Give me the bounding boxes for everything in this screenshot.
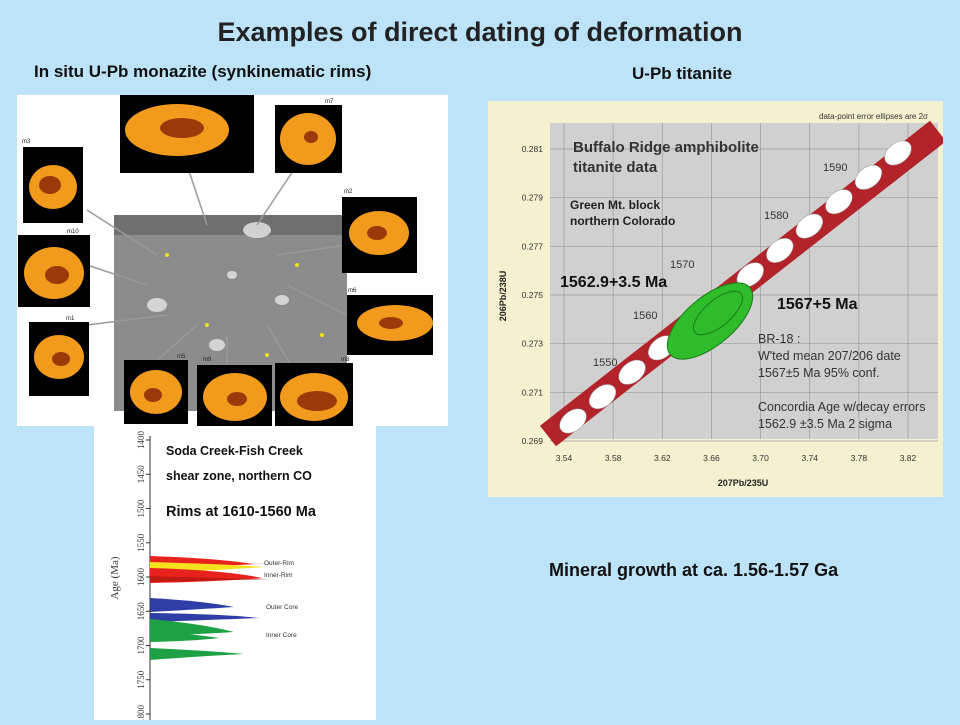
x-tick-label: 3.78 — [851, 453, 868, 463]
age-mark-label: 1560 — [633, 310, 657, 322]
inner-rim-label: Inner-Rim — [264, 572, 293, 579]
plot-title-line-2: titanite data — [573, 159, 658, 176]
age-marker-ellipse — [854, 164, 883, 190]
x-tick-label: 3.58 — [605, 453, 622, 463]
slide-title: Examples of direct dating of deformation — [217, 17, 743, 47]
y-tick-label: 0.273 — [522, 339, 544, 349]
rims-age-label: Rims at 1610-1560 Ma — [166, 504, 316, 520]
grain-label-m6: m6 — [348, 288, 357, 294]
age-marker-ellipse — [766, 238, 794, 263]
outer-core-peak — [150, 598, 234, 612]
br-line-2: W'ted mean 207/206 date — [758, 349, 901, 363]
y-tick-label: 0.279 — [522, 193, 544, 203]
inner-core-peak-1 — [150, 619, 234, 636]
block-label-line-2: northern Colorado — [570, 214, 675, 228]
outer-core-label: Outer Core — [266, 604, 299, 611]
concordia-line-2: 1562.9 ±3.5 Ma 2 sigma — [758, 417, 892, 431]
y-tick-label: 0.277 — [522, 241, 544, 251]
grain-label-m3: m3 — [22, 139, 31, 145]
y-axis-label: 206Pb/238U — [498, 271, 508, 322]
monazite-grain-tiles — [18, 95, 433, 426]
age-marker-ellipse — [795, 213, 823, 239]
age-mark-label: 1550 — [593, 357, 617, 369]
y-tick-label: 0.275 — [522, 290, 544, 300]
outer-rim-label: Outer-Rim — [264, 560, 294, 567]
age-tick-label: 1400 — [136, 431, 146, 450]
monazite-subtitle: In situ U-Pb monazite (synkinematic rims… — [34, 62, 372, 81]
br-line-1: BR-18 : — [758, 332, 800, 346]
monazite-image: m3 m10 m1 m5 m9 m8 m6 m2 m7 — [18, 95, 433, 426]
age-marker-ellipse — [588, 384, 617, 410]
age-tick-label: 1750 — [136, 670, 146, 689]
concordia-line-1: Concordia Age w/decay errors — [758, 400, 925, 414]
data-ellipse — [666, 282, 754, 360]
location-line-2: shear zone, northern CO — [166, 469, 312, 483]
grain-label-m1: m1 — [66, 316, 75, 322]
concordia-diagram: data-point error ellipses are 2σ 3.54 3.5… — [498, 112, 947, 488]
inner-core-label: Inner Core — [266, 632, 297, 639]
age-distribution-plot: 1400 1450 1500 1550 1600 1650 1700 1750 1800 Age… — [109, 431, 299, 724]
grain-label-m10: m10 — [67, 229, 79, 235]
x-tick-label: 3.54 — [556, 453, 573, 463]
age-peaks — [150, 556, 274, 660]
monazite-image-panel: m3 m10 m1 m5 m9 m8 m6 m2 m7 — [17, 95, 448, 426]
grain-label-m8: m8 — [341, 357, 350, 363]
block-label-line-1: Green Mt. block — [570, 198, 660, 212]
x-axis-label: 207Pb/235U — [718, 478, 769, 488]
grain-label-m5: m5 — [177, 354, 186, 360]
x-tick-label: 3.62 — [654, 453, 671, 463]
error-ellipse-note: data-point error ellipses are 2σ — [819, 112, 928, 121]
weighted-age-label: 1567+5 Ma — [777, 296, 858, 313]
grain-label-m9: m9 — [203, 357, 212, 363]
age-marker-ellipse — [618, 359, 646, 385]
inner-core-peak-2 — [150, 648, 244, 660]
location-line-1: Soda Creek-Fish Creek — [166, 444, 303, 458]
age-marker-ellipse — [884, 140, 912, 166]
age-marker-ellipse — [825, 189, 853, 215]
titanite-concordia-panel: data-point error ellipses are 2σ 3.54 3.5… — [488, 101, 947, 497]
grain-label-m2: m2 — [344, 189, 353, 195]
age-distribution-panel: 1400 1450 1500 1550 1600 1650 1700 1750 1800 Age… — [94, 426, 376, 724]
x-tick-label: 3.82 — [900, 453, 917, 463]
br-line-3: 1567±5 Ma 95% conf. — [758, 366, 880, 380]
x-tick-label: 3.74 — [801, 453, 818, 463]
x-tick-label: 3.66 — [703, 453, 720, 463]
y-tick-label: 0.269 — [522, 436, 544, 446]
x-tick-label: 3.70 — [752, 453, 769, 463]
concordia-age-label: 1562.9+3.5 Ma — [560, 274, 667, 291]
age-tick-label: 1700 — [136, 636, 146, 655]
age-mark-label: 1570 — [670, 259, 694, 271]
age-tick-label: 1500 — [136, 499, 146, 518]
grain-label-m7: m7 — [325, 99, 334, 105]
y-tick-label: 0.271 — [522, 387, 544, 397]
mineral-growth-label: Mineral growth at ca. 1.56-1.57 Ga — [549, 560, 839, 580]
age-marker-ellipse — [559, 408, 587, 434]
titanite-subtitle: U-Pb titanite — [632, 64, 733, 83]
age-tick-label: 1650 — [136, 602, 146, 621]
age-tick-label: 1600 — [136, 568, 146, 587]
age-mark-label: 1590 — [823, 162, 847, 174]
age-tick-label: 1800 — [136, 705, 146, 721]
age-mark-label: 1580 — [764, 210, 788, 222]
y-tick-label: 0.281 — [522, 144, 544, 154]
age-tick-label: 1450 — [136, 465, 146, 484]
age-axis-label: Age (Ma) — [109, 556, 121, 599]
age-tick-label: 1550 — [136, 533, 146, 552]
plot-title-line-1: Buffalo Ridge amphibolite — [573, 139, 759, 156]
